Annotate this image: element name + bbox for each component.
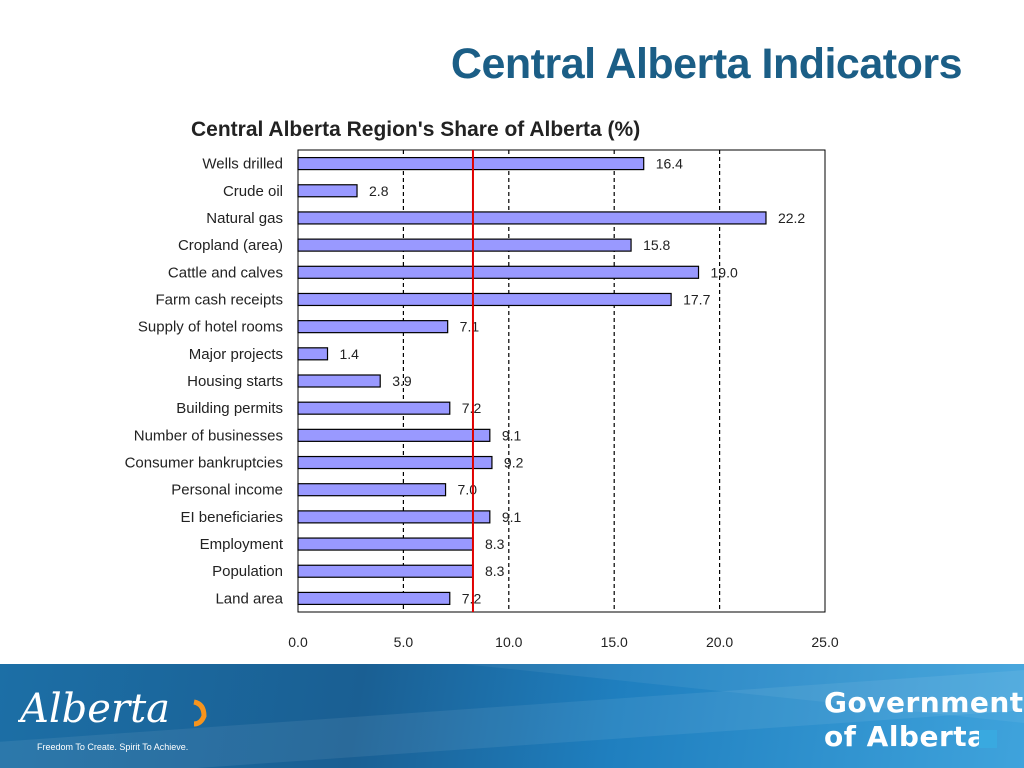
data-label: 2.8	[369, 183, 389, 199]
category-label: Wells drilled	[202, 156, 283, 173]
data-label: 16.4	[656, 156, 683, 172]
category-label: Land area	[215, 590, 283, 607]
government-logo-square	[979, 730, 997, 748]
bar	[297, 292, 672, 307]
category-label: Supply of hotel rooms	[138, 319, 283, 336]
data-label: 9.2	[504, 455, 524, 471]
chart-title: Central Alberta Region's Share of Albert…	[191, 118, 640, 141]
government-wordmark-line2: of Alberta	[824, 720, 987, 753]
data-label: 19.0	[711, 264, 738, 280]
category-label: Cattle and calves	[168, 264, 283, 281]
x-tick-label: 10.0	[495, 634, 522, 650]
alberta-logo: Alberta	[18, 686, 207, 732]
category-label: Farm cash receipts	[155, 291, 283, 308]
bar-chart: Central Alberta Region's Share of Albert…	[125, 118, 839, 650]
data-label: 7.1	[460, 319, 480, 335]
slide-title: Central Alberta Indicators	[450, 40, 963, 88]
category-label: Building permits	[176, 400, 283, 417]
data-label: 8.3	[485, 563, 505, 579]
category-label: Population	[212, 563, 283, 580]
bar	[297, 211, 767, 225]
data-label: 9.1	[502, 427, 522, 443]
government-wordmark-line1: Government	[824, 686, 1024, 719]
category-label: Personal income	[171, 482, 283, 499]
category-label: Crude oil	[223, 183, 283, 200]
x-tick-label: 15.0	[601, 634, 628, 650]
bar	[297, 591, 451, 606]
bar	[297, 347, 329, 361]
footer-background	[0, 664, 1024, 768]
x-tick-label: 5.0	[394, 634, 414, 650]
category-label: EI beneficiaries	[180, 509, 283, 526]
bar	[297, 156, 645, 171]
footer-banner: Alberta Freedom To Create. Spirit To Ach…	[0, 664, 1024, 768]
data-label: 7.0	[458, 482, 478, 498]
category-label: Employment	[200, 536, 284, 553]
bar	[297, 428, 491, 442]
bar	[297, 184, 358, 198]
category-label: Cropland (area)	[178, 237, 283, 254]
category-label: Natural gas	[206, 210, 283, 227]
data-label: 9.1	[502, 509, 522, 525]
data-label: 3.9	[392, 373, 412, 389]
bar	[297, 483, 447, 497]
bar	[297, 455, 493, 470]
category-label: Consumer bankruptcies	[125, 455, 283, 472]
alberta-logo-swoosh	[193, 699, 207, 727]
bar	[297, 510, 491, 524]
x-tick-label: 20.0	[706, 634, 733, 650]
data-label: 7.2	[462, 590, 482, 606]
bar	[297, 401, 451, 415]
x-tick-label: 0.0	[288, 634, 308, 650]
category-label: Number of businesses	[134, 427, 283, 444]
bar	[297, 320, 449, 334]
plot-area: 0.0 5.0 10.0 15.0 20.0 25.0 Wells drilled 16.4 C…	[125, 149, 839, 650]
data-label: 15.8	[643, 237, 670, 253]
bar	[297, 265, 700, 279]
tagline: Freedom To Create. Spirit To Achieve.	[37, 742, 189, 752]
data-label: 7.2	[462, 400, 482, 416]
category-label: Major projects	[189, 346, 283, 363]
category-label: Housing starts	[187, 373, 283, 390]
bar	[297, 238, 632, 252]
data-label: 1.4	[340, 346, 360, 362]
x-tick-label: 25.0	[811, 634, 838, 650]
data-label: 22.2	[778, 210, 805, 226]
bar	[297, 564, 474, 578]
alberta-logo-wordmark: Alberta	[18, 686, 170, 732]
data-label: 17.7	[683, 291, 710, 307]
bar	[297, 374, 381, 388]
data-label: 8.3	[485, 536, 505, 552]
bar	[297, 537, 474, 551]
